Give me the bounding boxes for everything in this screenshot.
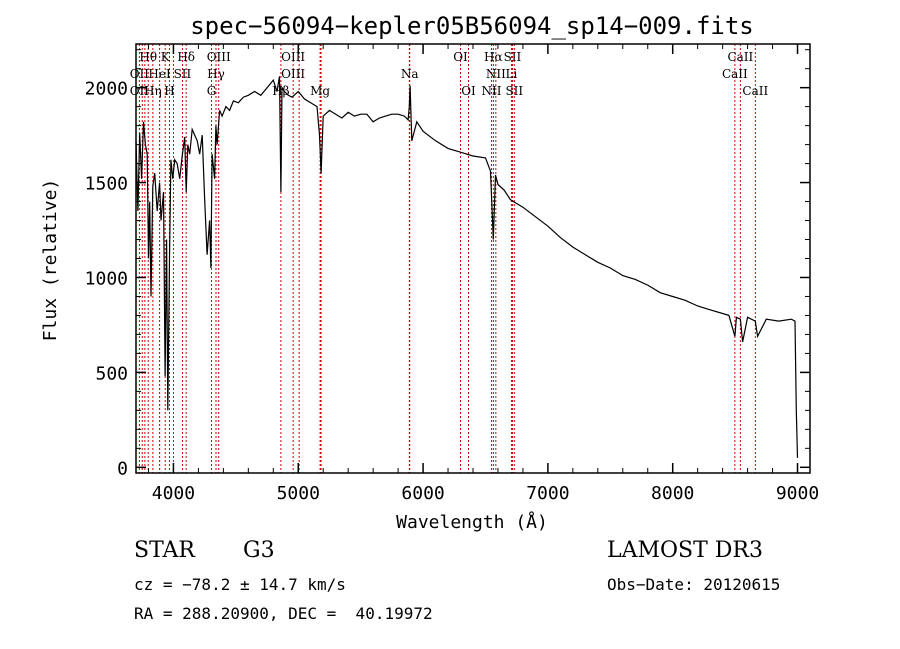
spectral-line-label: Hη: [144, 84, 162, 98]
y-tick-label: 500: [95, 363, 128, 384]
spectral-line-label: Hθ: [139, 50, 157, 64]
object-class: STAR: [134, 538, 195, 563]
spectral-line-label: NII: [481, 84, 501, 98]
spectral-line-label: K: [161, 50, 171, 64]
spectral-line-label: H: [164, 84, 174, 98]
obs-date: Obs−Date: 20120615: [607, 575, 781, 594]
x-tick-label: 6000: [401, 483, 444, 504]
y-tick-label: 1500: [85, 174, 128, 195]
survey-name: LAMOST DR3: [607, 538, 763, 563]
y-tick-label: 2000: [85, 79, 128, 100]
spectral-line-label: Hδ: [177, 50, 195, 64]
spectral-line-label: SII: [504, 50, 522, 64]
y-axis-label: Flux (relative): [40, 179, 61, 342]
x-tick-label: 8000: [651, 483, 694, 504]
x-tick-label: 7000: [526, 483, 569, 504]
spectral-line-label: CaII: [742, 84, 768, 98]
plot-frame: [135, 43, 811, 474]
spectral-line-label: OI: [461, 84, 476, 98]
spectral-line-label: Hγ: [207, 67, 225, 81]
spectral-line-label: OI: [453, 50, 468, 64]
spectral-line-label: SII: [505, 84, 523, 98]
y-tick-label: 0: [117, 458, 128, 479]
spectral-line-label: OIII: [281, 50, 305, 64]
spectral-line-label: HeI: [148, 67, 171, 81]
spectral-line-label: OII: [130, 67, 150, 81]
flux-series-line: [135, 76, 799, 458]
spectral-line-label: NII: [486, 67, 506, 81]
spectral-line-label: Na: [401, 67, 419, 81]
axis-ticks: 4000 5000 6000 7000 8000 9000 0 500 1000 1500 2000: [85, 44, 819, 504]
spectral-line-label: Li: [506, 67, 518, 81]
spectral-line-label: OIII: [207, 50, 231, 64]
redshift-readout: cz = −78.2 ± 14.7 km/s: [134, 575, 346, 594]
spectral-line-markers: [138, 44, 756, 473]
x-tick-label: 9000: [776, 483, 819, 504]
spectral-line-label: CaII: [722, 67, 748, 81]
chart-title: spec−56094−kepler05B56094_sp14−009.fits: [190, 12, 754, 40]
y-tick-label: 1000: [85, 268, 128, 289]
x-tick-label: 5000: [277, 483, 320, 504]
spectral-line-label: Mg: [310, 84, 330, 98]
spectral-line-label: SII: [174, 67, 192, 81]
spectral-line-label: G: [207, 84, 217, 98]
spectral-line-label: OIII: [281, 67, 305, 81]
spectral-line-label: OII: [130, 84, 150, 98]
spectral-line-label: Hβ: [272, 84, 289, 98]
x-tick-label: 4000: [152, 483, 195, 504]
object-subclass: G3: [243, 538, 275, 563]
coordinates-readout: RA = 288.20900, DEC = 40.19972: [134, 604, 433, 623]
spectral-line-label: Hα: [484, 50, 503, 64]
x-axis-label: Wavelength (Å): [396, 511, 548, 533]
spectral-line-label: CaII: [727, 50, 753, 64]
